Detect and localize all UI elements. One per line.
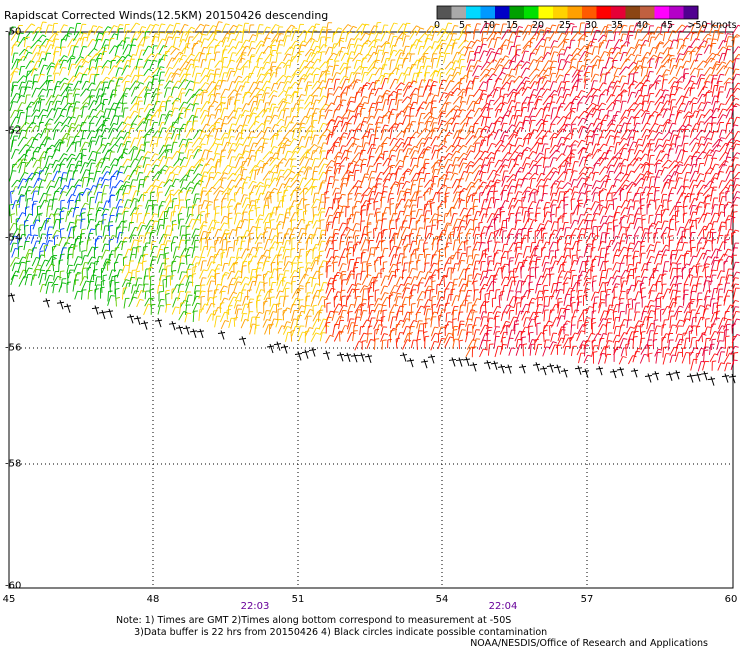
color-key-swatch xyxy=(567,6,583,19)
key-label-30: 30 xyxy=(584,20,598,31)
x-tick-label: 57 xyxy=(580,594,594,605)
color-key-swatch xyxy=(538,6,554,19)
color-key-swatch xyxy=(524,6,539,19)
color-key-swatch xyxy=(495,6,510,19)
key-label-25: 25 xyxy=(558,20,572,31)
x-tick-label: 51 xyxy=(291,594,305,605)
color-key-swatch xyxy=(669,6,684,19)
pass-time-label: 22:04 xyxy=(488,601,518,612)
plot-frame xyxy=(8,31,734,589)
y-tick-label: -60 xyxy=(5,580,22,592)
key-label-5: 5 xyxy=(458,20,466,31)
color-key-swatch xyxy=(582,6,597,19)
y-tick-label: -58 xyxy=(5,458,22,470)
color-key-swatch xyxy=(553,6,568,19)
key-label-15: 15 xyxy=(505,20,519,31)
color-key-swatch xyxy=(480,6,496,19)
note-line-2: 3)Data buffer is 22 hrs from 20150426 4)… xyxy=(116,627,548,638)
color-key-swatch xyxy=(596,6,612,19)
color-key-swatch xyxy=(611,6,626,19)
credit-text: NOAA/NESDIS/Office of Research and Appli… xyxy=(470,638,708,649)
key-label-45: 45 xyxy=(660,20,674,31)
y-tick-label: -50 xyxy=(5,26,22,38)
key-label-35: 35 xyxy=(610,20,624,31)
x-tick-label: 45 xyxy=(2,594,16,605)
color-key-swatch xyxy=(466,6,481,19)
key-label-0: 0 xyxy=(433,20,441,31)
key-label-20: 20 xyxy=(531,20,545,31)
color-key-swatch xyxy=(509,6,525,19)
y-tick-label: -54 xyxy=(5,232,22,244)
key-label-10: 10 xyxy=(482,20,496,31)
color-key-swatch xyxy=(640,6,655,19)
wind-barb-field xyxy=(7,21,740,386)
x-tick-label: 54 xyxy=(435,594,449,605)
notes-text: Note: 1) Times are GMT 2)Times along bot… xyxy=(116,615,547,639)
color-key-swatch xyxy=(437,6,452,19)
x-tick-label: 48 xyxy=(146,594,160,605)
key-label-50-knots: >50 knots xyxy=(687,20,737,31)
y-tick-label: -52 xyxy=(5,125,22,137)
note-line-1: Note: 1) Times are GMT 2)Times along bot… xyxy=(116,615,512,626)
y-tick-label: -56 xyxy=(5,342,22,354)
map-title: Rapidscat Corrected Winds(12.5KM) 201504… xyxy=(4,9,329,22)
color-key-swatch xyxy=(654,6,670,19)
color-key-frame xyxy=(436,5,699,20)
key-label-40: 40 xyxy=(635,20,649,31)
pass-time-label: 22:03 xyxy=(240,601,270,612)
color-key-swatch xyxy=(683,6,699,19)
color-key-swatch xyxy=(451,6,467,19)
x-tick-label: 60 xyxy=(724,594,738,605)
color-key-swatch xyxy=(625,6,641,19)
